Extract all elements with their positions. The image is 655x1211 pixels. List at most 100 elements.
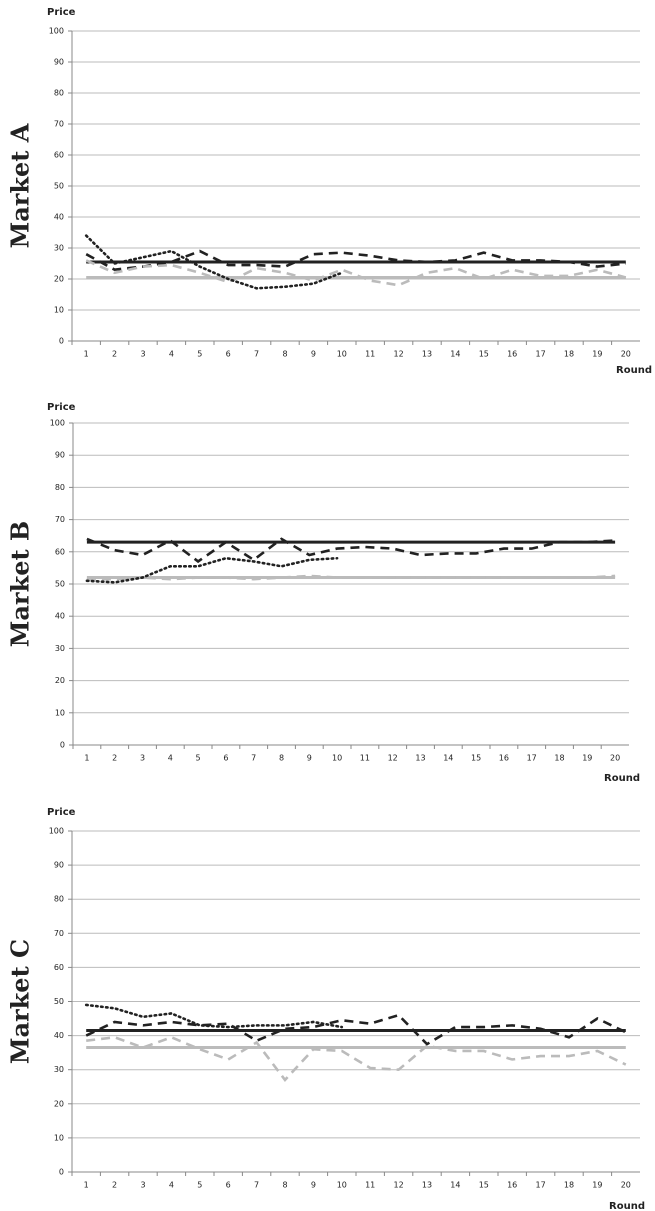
x-tick-label: 16	[507, 350, 517, 359]
x-tick-label: 20	[621, 350, 631, 359]
y-tick-label: 30	[55, 644, 65, 653]
y-tick-label: 0	[59, 1168, 64, 1177]
x-tick-label: 2	[112, 1181, 117, 1190]
y-tick-label: 70	[54, 929, 64, 938]
x-tick-label: 5	[196, 754, 201, 763]
y-tick-label: 10	[54, 306, 64, 315]
x-tick-label: 4	[168, 754, 173, 763]
x-tick-label: 17	[536, 350, 546, 359]
y-axis-title: Price	[47, 807, 76, 818]
x-tick-label: 18	[564, 350, 574, 359]
series-line	[85, 1013, 627, 1046]
y-tick-label: 60	[54, 963, 64, 972]
x-tick-label: 14	[443, 754, 453, 763]
series-line	[85, 249, 626, 272]
x-tick-label: 15	[479, 1181, 489, 1190]
x-tick-label: 4	[169, 350, 174, 359]
y-tick-label: 30	[54, 1065, 64, 1074]
series-line	[86, 537, 616, 564]
y-tick-label: 50	[54, 997, 64, 1006]
x-tick-label: 13	[422, 1181, 432, 1190]
y-tick-label: 40	[54, 213, 64, 222]
x-tick-label: 15	[479, 350, 489, 359]
x-tick-label: 10	[332, 754, 342, 763]
y-tick-label: 90	[55, 451, 65, 460]
x-tick-label: 8	[279, 754, 284, 763]
x-tick-label: 8	[282, 350, 287, 359]
y-tick-label: 90	[54, 861, 64, 870]
x-tick-label: 18	[554, 754, 564, 763]
x-tick-label: 5	[197, 1181, 202, 1190]
x-tick-label: 18	[564, 1181, 574, 1190]
series-line	[85, 556, 339, 584]
x-tick-label: 6	[226, 350, 231, 359]
x-tick-label: 9	[311, 350, 316, 359]
y-tick-label: 0	[60, 741, 65, 750]
x-tick-label: 16	[507, 1181, 517, 1190]
y-tick-label: 10	[54, 1133, 64, 1142]
y-axis-title: Price	[47, 7, 76, 18]
y-tick-label: 100	[50, 419, 65, 428]
y-tick-label: 100	[49, 27, 64, 36]
x-tick-label: 19	[592, 350, 602, 359]
x-tick-label: 3	[140, 350, 145, 359]
y-tick-label: 60	[54, 151, 64, 160]
x-tick-label: 11	[365, 350, 375, 359]
x-tick-label: 11	[360, 754, 370, 763]
y-tick-label: 20	[54, 1099, 64, 1108]
x-tick-label: 20	[621, 1181, 631, 1190]
series-line	[84, 1003, 344, 1029]
x-tick-label: 14	[450, 1181, 460, 1190]
y-tick-label: 50	[54, 182, 64, 191]
x-tick-label: 10	[337, 350, 347, 359]
y-tick-label: 30	[54, 244, 64, 253]
x-tick-label: 1	[84, 754, 89, 763]
x-tick-label: 8	[282, 1181, 287, 1190]
y-tick-label: 0	[59, 337, 64, 346]
y-tick-label: 50	[55, 580, 65, 589]
x-tick-label: 2	[112, 754, 117, 763]
x-tick-label: 5	[197, 350, 202, 359]
x-tick-label: 1	[84, 1181, 89, 1190]
x-tick-label: 13	[415, 754, 425, 763]
x-tick-label: 19	[592, 1181, 602, 1190]
y-tick-label: 80	[54, 895, 64, 904]
series-line	[85, 259, 627, 287]
x-tick-label: 6	[226, 1181, 231, 1190]
x-tick-label: 15	[471, 754, 481, 763]
x-tick-label: 19	[582, 754, 592, 763]
y-tick-label: 80	[54, 89, 64, 98]
x-tick-label: 3	[140, 1181, 145, 1190]
series-line	[86, 574, 616, 581]
x-tick-label: 6	[223, 754, 228, 763]
x-tick-label: 3	[140, 754, 145, 763]
y-tick-label: 40	[54, 1031, 64, 1040]
x-axis-title: Round	[604, 773, 640, 784]
x-axis-title: Round	[609, 1201, 645, 1211]
chart-title: Market B	[6, 521, 35, 647]
y-tick-label: 40	[55, 612, 65, 621]
x-axis-title: Round	[616, 365, 652, 376]
x-tick-label: 12	[394, 1181, 404, 1190]
x-tick-label: 17	[536, 1181, 546, 1190]
x-tick-label: 11	[365, 1181, 375, 1190]
x-tick-label: 12	[394, 350, 404, 359]
y-tick-label: 100	[49, 827, 64, 836]
x-tick-label: 7	[254, 350, 259, 359]
x-tick-label: 20	[610, 754, 620, 763]
chart-title: Market C	[6, 939, 35, 1064]
y-tick-label: 70	[54, 120, 64, 129]
x-tick-label: 12	[388, 754, 398, 763]
y-tick-label: 80	[55, 483, 65, 492]
y-tick-label: 10	[55, 708, 65, 717]
series-line	[86, 1035, 627, 1082]
y-tick-label: 90	[54, 58, 64, 67]
x-tick-label: 10	[337, 1181, 347, 1190]
y-axis-title: Price	[47, 402, 76, 413]
x-tick-label: 16	[499, 754, 509, 763]
x-tick-label: 2	[112, 350, 117, 359]
x-tick-label: 17	[527, 754, 537, 763]
x-tick-label: 7	[251, 754, 256, 763]
y-tick-label: 70	[55, 515, 65, 524]
y-tick-label: 60	[55, 547, 65, 556]
